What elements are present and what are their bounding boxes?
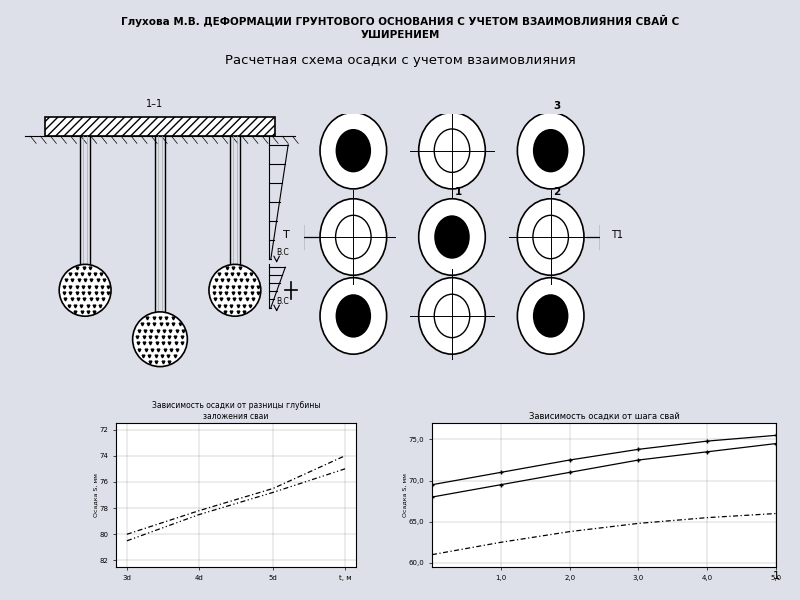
Text: В.С: В.С	[277, 297, 290, 306]
S№2	[122, 537, 132, 544]
S№2	[194, 511, 204, 518]
Line: S№2: S№2	[127, 469, 345, 541]
Ellipse shape	[533, 215, 569, 259]
S2	[340, 452, 350, 460]
Ellipse shape	[434, 294, 470, 338]
Y-axis label: Осадка S, мм: Осадка S, мм	[402, 473, 407, 517]
Text: T1: T1	[611, 230, 623, 239]
Y-axis label: Осадка S, мм: Осадка S, мм	[93, 473, 98, 517]
Title: Зависимость осадки от шага свай: Зависимость осадки от шага свай	[529, 412, 679, 421]
Ellipse shape	[533, 294, 569, 338]
Text: 3: 3	[553, 101, 560, 111]
Bar	[45, 118, 275, 136]
Text: В.С: В.С	[277, 248, 290, 257]
Ellipse shape	[518, 199, 584, 275]
S№2	[340, 465, 350, 472]
S2	[122, 530, 132, 538]
Text: T: T	[283, 230, 290, 239]
Text: Глухова М.В. ДЕФОРМАЦИИ ГРУНТОВОГО ОСНОВАНИЯ С УЧЕТОМ ВЗАИМОВЛИЯНИЯ СВАЙ С
УШИРЕ: Глухова М.В. ДЕФОРМАЦИИ ГРУНТОВОГО ОСНОВ…	[121, 15, 679, 40]
Text: 2: 2	[553, 187, 560, 197]
Bar	[45, 118, 275, 136]
S№2	[268, 489, 278, 496]
Ellipse shape	[320, 112, 386, 189]
Ellipse shape	[335, 215, 371, 259]
Text: 1: 1	[773, 571, 780, 581]
Line: S2: S2	[127, 456, 345, 534]
Ellipse shape	[320, 278, 386, 354]
Ellipse shape	[434, 129, 470, 172]
S2	[194, 507, 204, 514]
Circle shape	[133, 312, 187, 367]
Circle shape	[59, 265, 111, 316]
Ellipse shape	[335, 294, 371, 338]
Ellipse shape	[518, 278, 584, 354]
Ellipse shape	[335, 129, 371, 172]
Circle shape	[209, 265, 261, 316]
Ellipse shape	[418, 199, 486, 275]
Ellipse shape	[434, 215, 470, 259]
Text: 1: 1	[454, 187, 462, 197]
Ellipse shape	[518, 112, 584, 189]
Text: 1–1: 1–1	[146, 99, 163, 109]
Ellipse shape	[418, 112, 486, 189]
Text: Расчетная схема осадки с учетом взаимовлияния: Расчетная схема осадки с учетом взаимовл…	[225, 54, 575, 67]
Title: Зависимость осадки от разницы глубины
заложения сваи: Зависимость осадки от разницы глубины за…	[152, 401, 320, 421]
S2	[268, 485, 278, 492]
Ellipse shape	[320, 199, 386, 275]
Ellipse shape	[418, 278, 486, 354]
Ellipse shape	[533, 129, 569, 172]
